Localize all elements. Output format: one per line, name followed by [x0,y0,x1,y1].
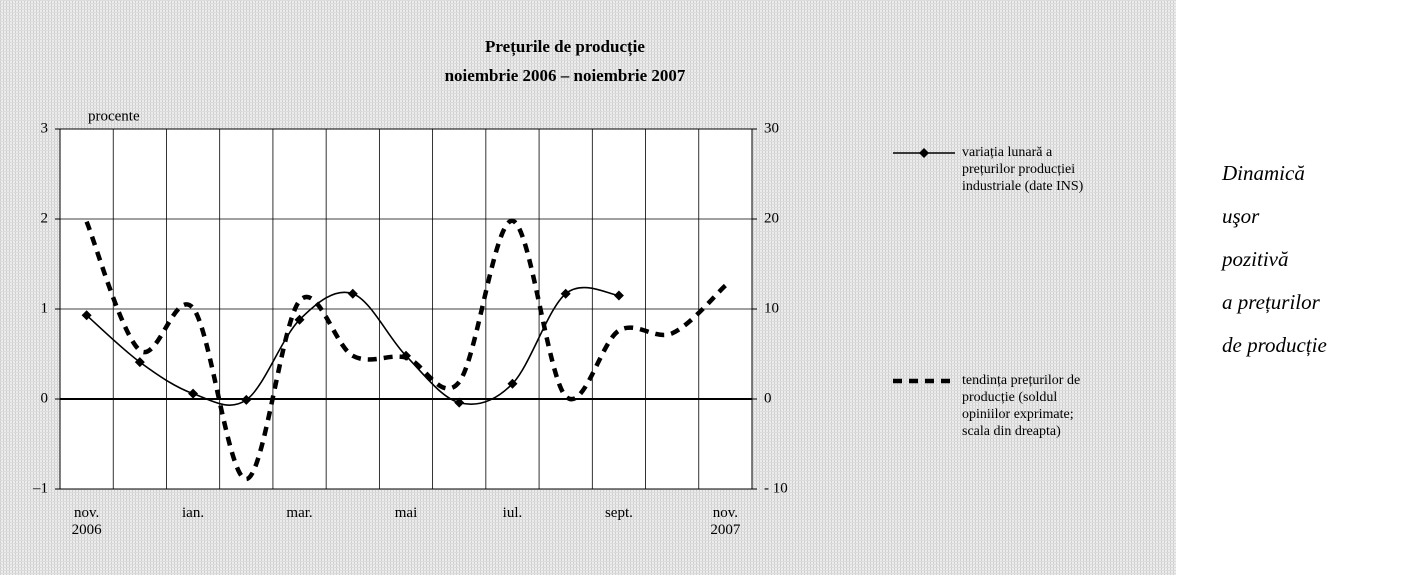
marker [81,310,92,321]
x-tick-label: nov. 2007 [710,505,741,538]
y-tick-label: 3 [41,120,49,136]
x-tick-label: sept. [604,505,633,521]
x-tick-label: iul. [502,505,523,521]
y-tick-label: 1 [41,300,49,316]
x-tick-label: nov. 2006 [71,505,102,538]
y-axis-label: procente [88,108,140,124]
side-note-line: uşor [1222,204,1260,228]
y-tick-label: 2 [41,210,49,226]
marker [294,314,305,325]
side-note-line: a prețurilor [1222,290,1320,314]
side-note-line: Dinamică [1222,161,1305,185]
x-tick-label: mai [394,505,418,521]
legend-marker [919,148,929,158]
legend-label: tendința prețurilor de producție (soldul… [962,373,1081,439]
marker [613,290,624,301]
y2-tick-label: - 10 [764,480,788,496]
y-tick-label: –1 [32,480,48,496]
legend-label: variația lunară a prețurilor producției … [962,145,1084,194]
chart-subtitle: noiembrie 2006 – noiembrie 2007 [445,66,686,85]
marker [347,288,358,299]
marker [134,357,145,368]
y2-tick-label: 10 [764,300,779,316]
marker [507,378,518,389]
y2-tick-label: 20 [764,210,779,226]
marker [241,394,252,405]
y2-tick-label: 0 [764,390,772,406]
y2-tick-label: 30 [764,120,779,136]
y-tick-label: 0 [41,390,49,406]
side-note-line: de producție [1222,333,1327,357]
series-line [84,218,727,482]
side-note: Dinamică uşor pozitivă a prețurilor de produ… [1222,152,1327,367]
marker [560,288,571,299]
x-tick-label: mar. [286,505,313,521]
x-tick-label: ian. [182,505,205,521]
marker [454,397,465,408]
marker [188,388,199,399]
chart-title: Prețurile de producție [485,37,645,57]
side-note-line: pozitivă [1222,247,1289,271]
